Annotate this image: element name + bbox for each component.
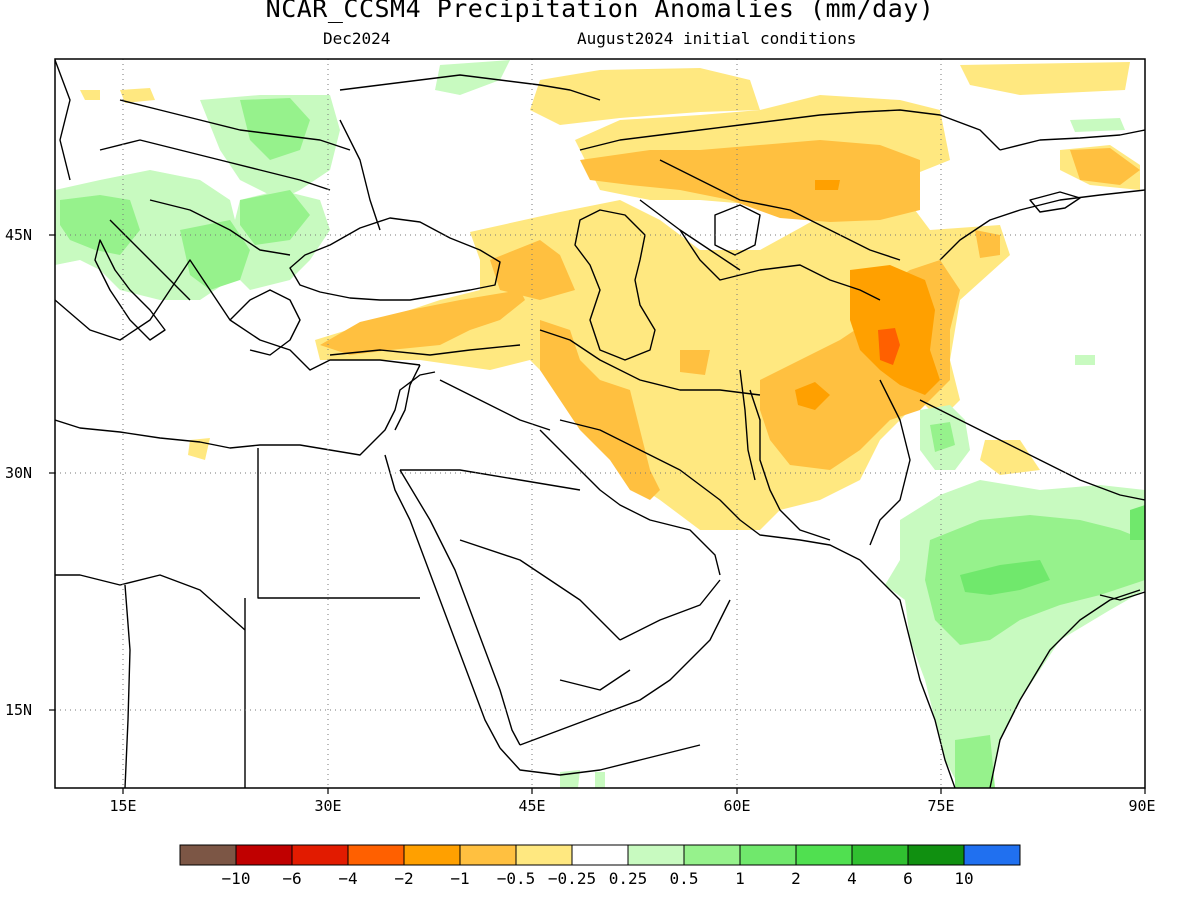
colorbar-swatch xyxy=(571,844,629,866)
colorbar xyxy=(179,844,1021,866)
border-himalaya xyxy=(919,399,1145,501)
gulf-north xyxy=(559,419,861,561)
colorbar-label: −2 xyxy=(394,869,414,888)
colorbar-label: 2 xyxy=(791,869,801,888)
colorbar-label: −0.25 xyxy=(547,869,597,888)
persian-interior xyxy=(539,329,761,396)
tick-marks xyxy=(49,234,1146,794)
border-central-asia-2 xyxy=(679,229,881,301)
lake-balkhash xyxy=(1029,191,1081,213)
border-saudi-2 xyxy=(459,539,621,641)
gulf-coast xyxy=(539,429,721,576)
border-kazakh xyxy=(659,159,901,261)
colorbar-swatch xyxy=(179,844,237,866)
border-africa-west xyxy=(124,584,131,788)
border-af-pak xyxy=(749,389,831,541)
border-west-europe xyxy=(55,59,71,181)
border-east-europe xyxy=(339,119,381,231)
colorbar-swatch xyxy=(739,844,797,866)
horn-africa xyxy=(499,744,701,776)
colorbar-label: 0.5 xyxy=(669,869,699,888)
border-europe-2 xyxy=(119,99,351,151)
med-south-coast xyxy=(55,371,436,456)
border-oman xyxy=(619,579,721,641)
colorbar-swatch xyxy=(515,844,573,866)
colorbar-label: 1 xyxy=(735,869,745,888)
wet-anomaly-strong xyxy=(960,505,1145,595)
colorbar-label: −1 xyxy=(450,869,470,888)
gridlines xyxy=(55,59,1145,788)
colorbar-label: −6 xyxy=(282,869,302,888)
border-iraq xyxy=(439,379,551,431)
lat-label-45n: 45N xyxy=(5,226,33,244)
colorbar-label: 4 xyxy=(847,869,857,888)
border-yemen xyxy=(559,669,631,691)
colorbar-label: 0.25 xyxy=(608,869,648,888)
border-saudi-1 xyxy=(400,469,581,491)
colorbar-swatch xyxy=(907,844,965,866)
border-central-asia-1 xyxy=(579,109,1001,151)
forecast-month: Dec2024 xyxy=(323,29,391,48)
colorbar-swatch xyxy=(851,844,909,866)
med-north-coast xyxy=(55,259,421,371)
levant-coast xyxy=(394,364,421,431)
border-europe-1 xyxy=(99,139,331,191)
lon-label-60e: 60E xyxy=(723,797,751,815)
chart-title: NCAR_CCSM4 Precipitation Anomalies (mm/d… xyxy=(265,0,935,23)
lon-label-30e: 30E xyxy=(314,797,342,815)
lat-label-30n: 30N xyxy=(5,464,33,482)
colorbar-swatch xyxy=(403,844,461,866)
colorbar-swatch xyxy=(683,844,741,866)
aral-sea xyxy=(714,204,761,256)
lon-label-15e: 15E xyxy=(109,797,137,815)
lon-label-45e: 45E xyxy=(518,797,546,815)
colorbar-swatch xyxy=(963,844,1021,866)
border-libya-chad xyxy=(55,574,246,631)
colorbar-label: −0.5 xyxy=(496,869,536,888)
border-iran-east xyxy=(739,369,756,481)
india-east xyxy=(989,589,1141,788)
colorbar-label: 6 xyxy=(903,869,913,888)
black-sea-coast xyxy=(289,217,501,301)
map-frame xyxy=(54,58,1146,789)
coastlines-borders xyxy=(55,59,1145,788)
arabia-south xyxy=(519,599,731,746)
colorbar-swatch xyxy=(795,844,853,866)
red-sea-east xyxy=(399,469,521,746)
border-russia xyxy=(339,74,601,101)
colorbar-swatch xyxy=(235,844,293,866)
caspian-sea-coast xyxy=(574,209,656,361)
colorbar-label: −10 xyxy=(221,869,251,888)
colorbar-swatch xyxy=(291,844,349,866)
india-west xyxy=(859,559,956,788)
colorbar-label: −4 xyxy=(338,869,358,888)
lon-label-90e: 90E xyxy=(1128,797,1156,815)
border-mongolia xyxy=(999,129,1145,151)
colorbar-swatch xyxy=(347,844,405,866)
bangladesh-coast xyxy=(1099,591,1145,601)
adriatic xyxy=(109,219,191,301)
border-uzbek xyxy=(639,199,741,271)
lon-label-75e: 75E xyxy=(927,797,955,815)
red-sea-west xyxy=(384,454,501,749)
initial-conditions: August2024 initial conditions xyxy=(577,29,857,48)
colorbar-swatch xyxy=(459,844,517,866)
border-balkans xyxy=(149,199,291,256)
border-india-pak xyxy=(869,379,911,546)
aegean xyxy=(229,289,301,356)
border-egypt-libya xyxy=(257,448,420,599)
border-china xyxy=(939,189,1145,261)
colorbar-swatch xyxy=(627,844,685,866)
dry-anomaly-very-strong xyxy=(878,328,900,365)
border-turkey-syria xyxy=(329,344,521,356)
lat-label-15n: 15N xyxy=(5,701,33,719)
colorbar-label: 10 xyxy=(954,869,974,888)
